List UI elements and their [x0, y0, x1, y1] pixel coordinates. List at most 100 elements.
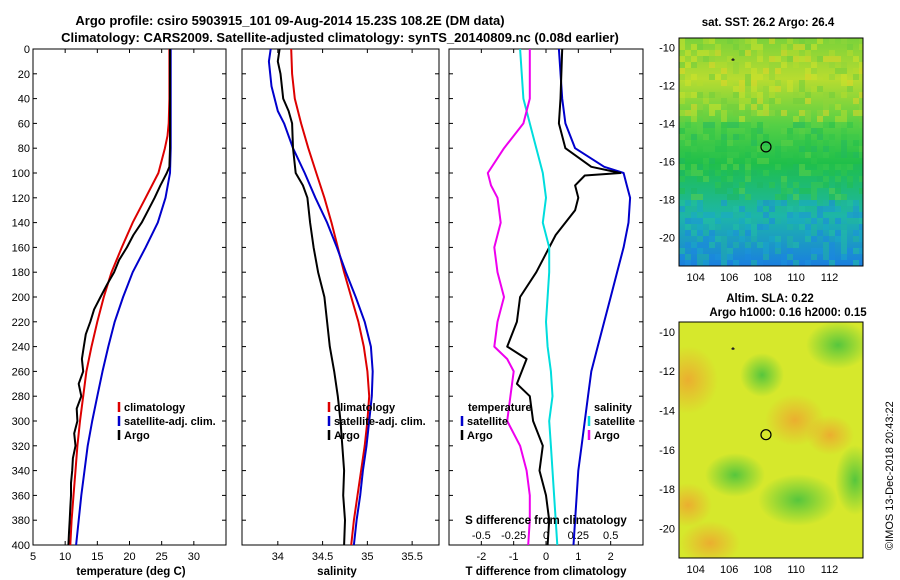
- sst-pixel: [817, 152, 823, 158]
- sst-pixel: [835, 230, 841, 236]
- sst-pixel: [703, 98, 709, 104]
- sst-pixel: [709, 212, 715, 218]
- sst-pixel: [745, 254, 751, 260]
- sst-pixel: [679, 254, 685, 260]
- sst-pixel: [697, 224, 703, 230]
- sst-pixel: [703, 164, 709, 170]
- y-tick-label: 180: [12, 267, 30, 279]
- difference-lines: [486, 49, 632, 545]
- sst-pixel: [799, 170, 805, 176]
- sst-pixel: [775, 110, 781, 116]
- sst-pixel: [739, 134, 745, 140]
- sla-argo-location-marker: [760, 429, 772, 441]
- sst-pixel: [853, 206, 859, 212]
- y-tick-label: 240: [12, 342, 30, 354]
- sst-pixel: [859, 62, 863, 68]
- sst-pixel: [811, 200, 817, 206]
- sst-pixel: [709, 146, 715, 152]
- sst-pixel: [721, 134, 727, 140]
- sst-pixel: [793, 212, 799, 218]
- sst-pixel: [847, 86, 853, 92]
- sst-pixel: [829, 230, 835, 236]
- sst-pixel: [745, 116, 751, 122]
- sst-pixel: [829, 56, 835, 62]
- sst-pixel: [745, 98, 751, 104]
- sst-pixel: [697, 176, 703, 182]
- sst-pixel: [745, 50, 751, 56]
- sst-pixel: [733, 104, 739, 110]
- sst-pixel: [763, 146, 769, 152]
- sst-pixel: [721, 128, 727, 134]
- sst-pixel: [763, 86, 769, 92]
- sst-map-image: [679, 38, 863, 266]
- x-tick-label: 30: [188, 551, 200, 563]
- sst-pixel: [739, 80, 745, 86]
- sst-pixel: [811, 86, 817, 92]
- sst-pixel: [793, 122, 799, 128]
- sst-pixel: [823, 134, 829, 140]
- sst-pixel: [811, 146, 817, 152]
- sla-map-title-1: Altim. SLA: 0.22: [726, 293, 814, 305]
- sst-pixel: [757, 92, 763, 98]
- sst-pixel: [835, 236, 841, 242]
- sst-pixel: [745, 110, 751, 116]
- sst-pixel: [853, 152, 859, 158]
- sst-pixel: [817, 86, 823, 92]
- sst-pixel: [781, 194, 787, 200]
- sst-pixel: [757, 200, 763, 206]
- sst-pixel: [841, 134, 847, 140]
- sst-pixel: [757, 158, 763, 164]
- sst-map-axes: [678, 37, 864, 267]
- sst-pixel: [703, 230, 709, 236]
- y-tick-label: 0: [24, 44, 30, 56]
- sst-pixel: [763, 158, 769, 164]
- sst-pixel: [739, 218, 745, 224]
- sst-pixel: [859, 122, 863, 128]
- sst-pixel: [691, 170, 697, 176]
- sst-pixel: [817, 110, 823, 116]
- sst-pixel: [853, 260, 859, 266]
- sst-pixel: [829, 62, 835, 68]
- map-y-tick-label: -18: [659, 195, 675, 207]
- sst-pixel: [769, 218, 775, 224]
- sst-pixel: [769, 80, 775, 86]
- sst-pixel: [775, 56, 781, 62]
- sst-pixel: [793, 50, 799, 56]
- sst-pixel: [691, 74, 697, 80]
- sst-pixel: [703, 236, 709, 242]
- sst-pixel: [685, 140, 691, 146]
- sst-pixel: [859, 146, 863, 152]
- sst-pixel: [787, 140, 793, 146]
- sst-pixel: [769, 38, 775, 44]
- sst-pixel: [793, 218, 799, 224]
- sst-pixel: [793, 260, 799, 266]
- sst-pixel: [847, 248, 853, 254]
- map-x-tick-label: 110: [787, 272, 805, 284]
- sst-pixel: [835, 122, 841, 128]
- sst-pixel: [811, 44, 817, 50]
- sst-pixel: [733, 242, 739, 248]
- sst-pixel: [733, 68, 739, 74]
- sst-pixel: [751, 44, 757, 50]
- legend-argo: Argo: [124, 430, 150, 442]
- sla-map-axes: [678, 321, 864, 559]
- sst-pixel: [703, 38, 709, 44]
- sst-pixel: [841, 116, 847, 122]
- sst-pixel: [709, 110, 715, 116]
- sst-pixel: [757, 44, 763, 50]
- y-tick-label: 100: [12, 168, 30, 180]
- sst-pixel: [811, 62, 817, 68]
- sst-pixel: [751, 98, 757, 104]
- sst-pixel: [679, 68, 685, 74]
- sst-pixel: [727, 254, 733, 260]
- sst-pixel: [841, 74, 847, 80]
- sst-pixel: [685, 62, 691, 68]
- sst-pixel: [829, 200, 835, 206]
- sst-pixel: [847, 44, 853, 50]
- sst-pixel: [715, 92, 721, 98]
- sst-pixel: [859, 116, 863, 122]
- sst-pixel: [769, 56, 775, 62]
- y-tick-label: 360: [12, 490, 30, 502]
- sst-pixel: [715, 164, 721, 170]
- salinity-xlabel: salinity: [317, 566, 357, 578]
